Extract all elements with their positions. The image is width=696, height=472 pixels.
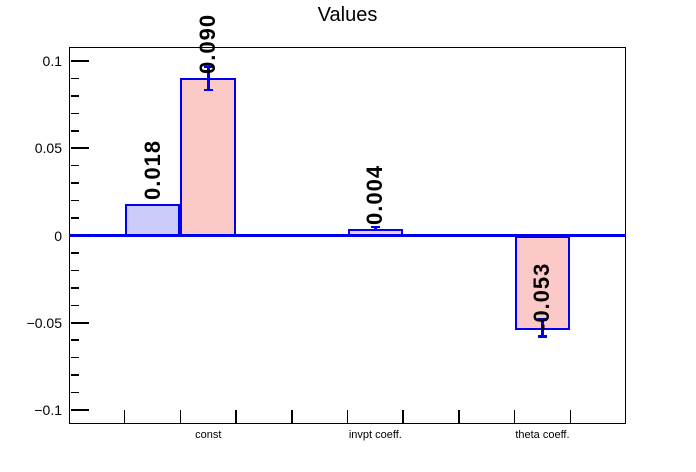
x-axis-tick xyxy=(569,409,572,423)
y-axis-minor-tick xyxy=(70,304,79,307)
y-axis-major-tick xyxy=(70,60,89,62)
x-axis-category-label: const xyxy=(195,428,222,441)
y-axis-minor-tick xyxy=(70,130,79,132)
y-axis-minor-tick xyxy=(70,374,79,376)
x-axis-category-label: theta coeff. xyxy=(515,428,570,441)
error-bar-cap-bottom-const xyxy=(203,88,213,92)
y-axis-major-tick xyxy=(70,409,89,411)
error-bar-theta-coeff xyxy=(541,319,544,337)
y-axis-minor-tick xyxy=(70,217,79,219)
y-axis-minor-tick xyxy=(70,164,79,167)
error-bar-cap-bottom-theta-coeff xyxy=(537,335,547,338)
bar-value-label-const-pink: 0.090 xyxy=(195,14,221,75)
bar-const-blue xyxy=(124,204,181,237)
error-bar-cap-top-invpt-coeff xyxy=(370,225,380,229)
y-axis-minor-tick xyxy=(70,391,79,394)
y-axis-minor-tick xyxy=(70,182,79,184)
y-axis-minor-tick xyxy=(70,339,79,341)
error-bar-const xyxy=(207,66,210,91)
y-axis-tick-label: 0 xyxy=(54,227,62,244)
x-axis-tick xyxy=(291,409,293,423)
bar-const-pink xyxy=(180,78,237,237)
error-bar-invpt-coeff xyxy=(374,226,377,231)
y-axis-tick-label: 0.05 xyxy=(34,140,62,157)
error-bar-cap-top-const xyxy=(203,65,213,69)
error-bar-cap-bottom-invpt-coeff xyxy=(370,228,380,232)
y-axis-major-tick xyxy=(70,147,89,149)
x-axis-tick xyxy=(513,409,516,423)
y-axis-tick-label: −0.1 xyxy=(34,402,62,419)
y-axis-tick-label: −0.05 xyxy=(26,314,62,331)
y-axis-major-tick xyxy=(70,234,89,237)
y-axis-minor-tick xyxy=(70,95,79,97)
error-bar-cap-top-theta-coeff xyxy=(537,318,547,321)
x-axis-tick xyxy=(402,409,404,423)
y-axis-tick-label: 0.1 xyxy=(42,52,62,69)
y-axis-minor-tick xyxy=(70,356,79,359)
y-axis-minor-tick xyxy=(70,269,79,272)
y-axis-minor-tick xyxy=(70,287,79,289)
zero-line xyxy=(69,234,626,237)
x-axis-tick xyxy=(346,409,349,423)
x-axis-category-label: invpt coeff. xyxy=(348,428,402,441)
y-axis-minor-tick xyxy=(70,112,79,115)
y-axis-minor-tick xyxy=(70,199,79,202)
bar-value-label-theta-coeff-pink: -0.053 xyxy=(529,262,555,331)
y-axis-major-tick xyxy=(70,322,89,324)
x-axis-tick xyxy=(458,409,460,423)
x-axis-tick xyxy=(235,409,237,423)
y-axis-minor-tick xyxy=(70,252,79,254)
bar-theta-coeff-pink xyxy=(514,235,571,330)
chart-title: Values xyxy=(317,4,378,26)
y-axis-minor-tick xyxy=(70,77,79,80)
x-axis-tick xyxy=(179,409,182,423)
x-axis-tick xyxy=(123,409,126,423)
bar-value-label-invpt-coeff-pink: 0.004 xyxy=(362,164,388,225)
bar-value-label-const-blue: 0.018 xyxy=(139,140,165,201)
